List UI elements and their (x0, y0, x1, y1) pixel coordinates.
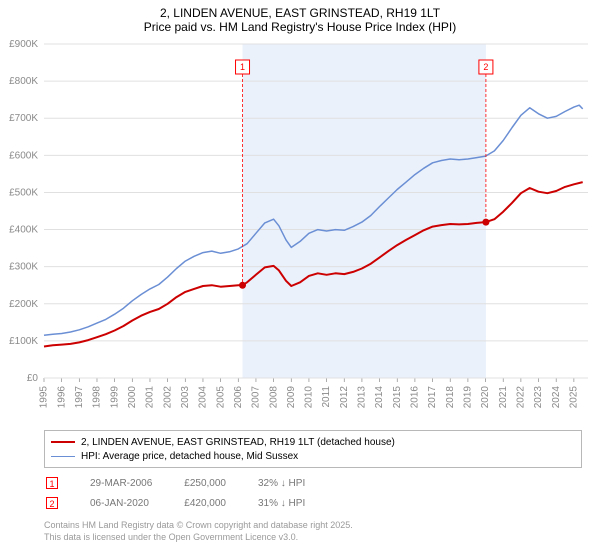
svg-text:2021: 2021 (498, 386, 509, 409)
svg-text:2012: 2012 (339, 386, 350, 409)
svg-text:£300K: £300K (9, 262, 38, 273)
svg-text:1999: 1999 (109, 386, 120, 409)
svg-text:1996: 1996 (56, 386, 67, 409)
svg-text:2007: 2007 (251, 386, 262, 409)
footer: Contains HM Land Registry data © Crown c… (44, 520, 582, 543)
legend: 2, LINDEN AVENUE, EAST GRINSTEAD, RH19 1… (44, 430, 582, 468)
marker-price-2: £420,000 (184, 494, 256, 512)
svg-text:2000: 2000 (127, 386, 138, 409)
chart-title-line1: 2, LINDEN AVENUE, EAST GRINSTEAD, RH19 1… (0, 0, 600, 20)
legend-swatch-hpi (51, 456, 75, 457)
marker-pct-1: 32% ↓ HPI (258, 474, 335, 492)
svg-text:£400K: £400K (9, 225, 38, 236)
marker-row-2: 2 06-JAN-2020 £420,000 31% ↓ HPI (46, 494, 335, 512)
svg-text:2006: 2006 (233, 386, 244, 409)
svg-text:£200K: £200K (9, 299, 38, 310)
svg-text:2020: 2020 (480, 386, 491, 409)
marker-badge-2: 2 (46, 497, 58, 509)
svg-text:2024: 2024 (551, 386, 562, 409)
svg-text:£900K: £900K (9, 39, 38, 50)
legend-swatch-price-paid (51, 441, 75, 443)
svg-text:2008: 2008 (268, 386, 279, 409)
svg-text:£600K: £600K (9, 150, 38, 161)
svg-text:2010: 2010 (304, 386, 315, 409)
svg-text:2013: 2013 (357, 386, 368, 409)
legend-label-price-paid: 2, LINDEN AVENUE, EAST GRINSTEAD, RH19 1… (81, 437, 395, 448)
svg-text:2018: 2018 (445, 386, 456, 409)
marker-table: 1 29-MAR-2006 £250,000 32% ↓ HPI 2 06-JA… (44, 472, 337, 514)
svg-text:2019: 2019 (463, 386, 474, 409)
svg-text:1995: 1995 (39, 386, 50, 409)
svg-text:1: 1 (240, 62, 245, 72)
svg-text:1998: 1998 (92, 386, 103, 409)
svg-text:2004: 2004 (198, 386, 209, 409)
marker-badge-1: 1 (46, 477, 58, 489)
svg-text:2025: 2025 (569, 386, 580, 409)
svg-text:2003: 2003 (180, 386, 191, 409)
svg-text:£500K: £500K (9, 187, 38, 198)
svg-text:2016: 2016 (410, 386, 421, 409)
marker-date-1: 29-MAR-2006 (90, 474, 182, 492)
svg-text:2015: 2015 (392, 386, 403, 409)
svg-text:2009: 2009 (286, 386, 297, 409)
svg-text:1997: 1997 (74, 386, 85, 409)
marker-row-1: 1 29-MAR-2006 £250,000 32% ↓ HPI (46, 474, 335, 492)
legend-item-price-paid: 2, LINDEN AVENUE, EAST GRINSTEAD, RH19 1… (51, 435, 575, 449)
svg-text:2023: 2023 (533, 386, 544, 409)
chart-title-line2: Price paid vs. HM Land Registry's House … (0, 20, 600, 38)
marker-pct-2: 31% ↓ HPI (258, 494, 335, 512)
svg-text:£700K: £700K (9, 113, 38, 124)
legend-label-hpi: HPI: Average price, detached house, Mid … (81, 451, 298, 462)
svg-text:2: 2 (483, 62, 488, 72)
svg-text:£0: £0 (27, 373, 39, 384)
svg-text:2001: 2001 (145, 386, 156, 409)
footer-line1: Contains HM Land Registry data © Crown c… (44, 520, 582, 532)
svg-text:2014: 2014 (374, 386, 385, 409)
svg-text:2011: 2011 (321, 386, 332, 408)
svg-text:2002: 2002 (162, 386, 173, 409)
svg-text:2017: 2017 (427, 386, 438, 409)
svg-text:£800K: £800K (9, 76, 38, 87)
chart-area: £0 £100K £200K £300K £400K £500K £600K £700K £80… (0, 38, 600, 428)
legend-item-hpi: HPI: Average price, detached house, Mid … (51, 449, 575, 463)
line-chart-svg: £0 £100K £200K £300K £400K £500K £600K £700K £80… (0, 38, 600, 428)
svg-text:2005: 2005 (215, 386, 226, 409)
marker-date-2: 06-JAN-2020 (90, 494, 182, 512)
svg-text:2022: 2022 (516, 386, 527, 409)
svg-text:£100K: £100K (9, 336, 38, 347)
footer-line2: This data is licensed under the Open Gov… (44, 532, 582, 544)
marker-price-1: £250,000 (184, 474, 256, 492)
